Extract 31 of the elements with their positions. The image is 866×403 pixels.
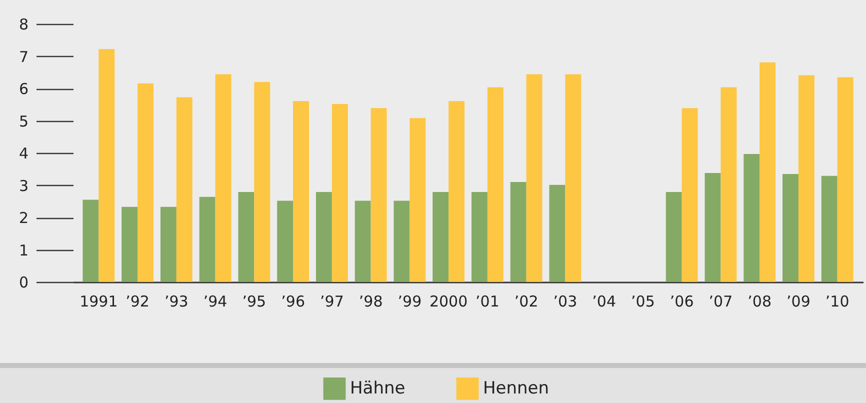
legend-label: Hähne	[350, 378, 406, 399]
y-tick-label: 2	[18, 209, 28, 227]
x-tick-label: ’10	[825, 292, 850, 310]
x-tick-label: ’96	[281, 292, 305, 310]
x-tick-label: ’05	[631, 292, 655, 310]
x-tick-label: 2000	[429, 292, 468, 310]
x-tick-label: ’95	[242, 292, 266, 310]
legend-label: Hennen	[483, 378, 550, 399]
x-tick-label: ’97	[320, 292, 344, 310]
x-tick-label: ’01	[476, 292, 500, 310]
x-tick-label: ’07	[708, 292, 733, 310]
y-tick-label: 5	[18, 112, 28, 130]
y-tick-label: 8	[18, 16, 28, 34]
x-tick-label: ’93	[164, 292, 188, 310]
x-tick-label: ’94	[203, 292, 228, 310]
y-tick-label: 4	[18, 144, 28, 162]
x-tick-label: ’08	[748, 292, 772, 310]
x-tick-label: ’92	[126, 292, 150, 310]
x-tick-label: ’03	[553, 292, 578, 310]
x-tick-label: ’09	[786, 292, 810, 310]
x-tick-label: ’04	[592, 292, 616, 310]
y-tick-label: 3	[18, 176, 28, 195]
x-tick-label: ’02	[514, 292, 538, 310]
x-tick-label: ’06	[670, 292, 694, 310]
y-tick-label: 6	[18, 80, 28, 98]
x-tick-label: ’99	[398, 292, 422, 310]
x-tick-label: ’98	[358, 292, 383, 310]
y-tick-label: 0	[18, 274, 28, 292]
y-tick-label: 1	[18, 241, 28, 260]
x-tick-label: 1991	[80, 292, 118, 310]
y-tick-label: 7	[18, 48, 28, 66]
